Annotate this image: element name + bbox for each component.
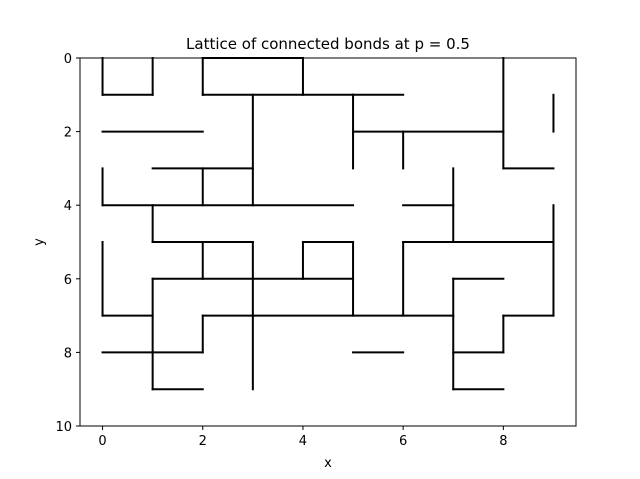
y-axis-title: y bbox=[32, 238, 47, 246]
y-tick-label: 4 bbox=[64, 199, 72, 214]
y-tick-label: 0 bbox=[64, 52, 72, 67]
y-tick-label: 6 bbox=[64, 273, 72, 288]
x-tick-label: 8 bbox=[499, 434, 507, 449]
x-axis-ticks: 0 2 4 6 8 bbox=[98, 426, 507, 449]
x-axis-title: x bbox=[324, 456, 332, 471]
bond-segments bbox=[101, 57, 555, 391]
y-tick-label: 2 bbox=[64, 126, 72, 141]
y-tick-label: 10 bbox=[55, 420, 72, 435]
y-axis-ticks: 0 2 4 6 8 10 bbox=[55, 52, 80, 435]
y-tick-label: 8 bbox=[64, 346, 72, 361]
x-tick-label: 0 bbox=[98, 434, 106, 449]
plot-frame bbox=[79, 57, 577, 427]
x-tick-label: 4 bbox=[299, 434, 307, 449]
chart-title: Lattice of connected bonds at p = 0.5 bbox=[186, 35, 470, 53]
x-tick-label: 6 bbox=[399, 434, 407, 449]
x-tick-label: 2 bbox=[199, 434, 207, 449]
